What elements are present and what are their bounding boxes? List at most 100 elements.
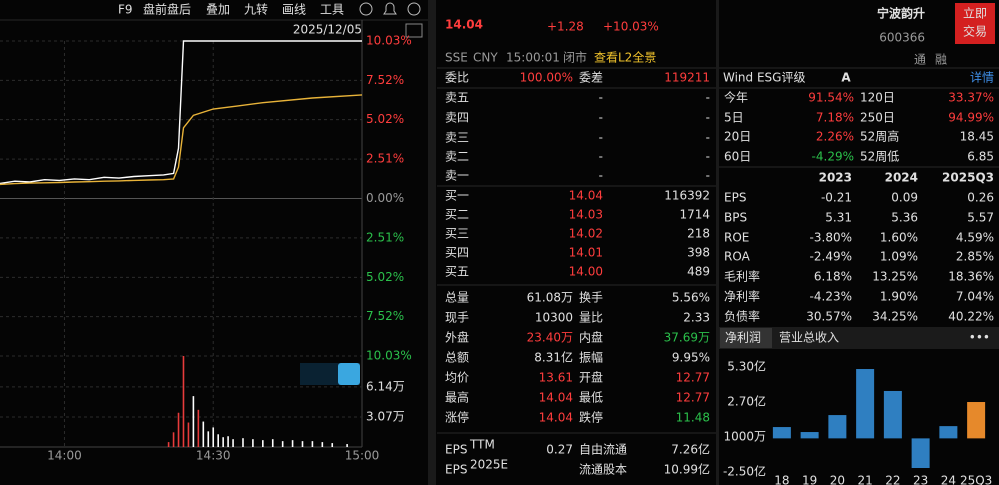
y-tick-label: 10.03% (366, 34, 412, 48)
settings-icon[interactable] (359, 2, 373, 16)
bid-price: 14.01 (569, 246, 603, 260)
bid-price: 14.02 (569, 227, 603, 241)
ask-price: - (599, 169, 603, 183)
profit-bar (883, 390, 902, 439)
stat-label: 内盘 (579, 330, 603, 345)
esg-grade: A (841, 71, 851, 85)
volume-bar (242, 438, 244, 447)
y-tick-label: 0.00% (366, 191, 404, 205)
y-tick-label: 2.51% (366, 230, 404, 244)
trade-button[interactable] (955, 3, 995, 44)
x-tick-label: 23 (913, 474, 928, 485)
volume-bar (227, 436, 229, 447)
fin-value: 1.90% (880, 290, 918, 304)
chart-date: 2025/12/05 (293, 23, 362, 37)
y-tick-label: 1000万 (723, 430, 766, 444)
close-icon[interactable] (407, 2, 421, 16)
perf-label: 52周高 (860, 129, 899, 144)
fin-value: 4.59% (956, 231, 994, 245)
more[interactable]: ••• (969, 331, 990, 345)
bid-volume: 116392 (664, 189, 710, 203)
y-tick-label: 7.52% (366, 309, 404, 323)
tab-active[interactable] (720, 328, 772, 348)
ask-volume: - (706, 131, 710, 145)
quote-meta: CNY (473, 51, 498, 65)
stat-label: 最低 (579, 391, 603, 405)
fin-label: ROE (724, 231, 749, 245)
fin-label: 毛利率 (724, 269, 760, 284)
bid-label: 买五 (445, 265, 469, 279)
toolbar-item[interactable]: 叠加 (206, 3, 230, 17)
button-text: 立即 (963, 6, 987, 21)
fin-label: BPS (724, 211, 747, 225)
fin-value: 5.31 (825, 211, 852, 225)
toolbar-item[interactable]: 工具 (320, 3, 344, 17)
profit-bar (772, 427, 791, 439)
bid-volume: 398 (687, 246, 710, 260)
toolbar-item[interactable]: 盘前盘后 (143, 2, 191, 17)
stat-value: 7.26亿 (671, 442, 710, 457)
perf-label: 今年 (724, 90, 748, 105)
volume-bar (321, 442, 324, 447)
stat-value: 11.48 (676, 411, 710, 425)
stat-value: 14.04 (539, 391, 573, 405)
stat-label: 换手 (579, 291, 603, 305)
divider (716, 0, 719, 485)
detail-link[interactable]: 详情 (970, 70, 994, 85)
volume-bar (311, 441, 314, 447)
ask-price: - (599, 150, 603, 164)
perf-value: 7.18% (816, 111, 854, 125)
profit-bar (967, 402, 986, 439)
perf-label: 5日 (724, 111, 744, 125)
ask-label: 卖三 (445, 131, 469, 145)
alert-icon[interactable] (383, 2, 397, 15)
volume-bar (177, 412, 180, 447)
toolbar-item[interactable]: 画线 (282, 3, 306, 17)
stat-value: 10.99亿 (664, 462, 710, 477)
mode-icon[interactable] (405, 23, 423, 38)
ask-label: 卖二 (445, 150, 469, 164)
ask-price: - (599, 111, 603, 125)
fin-value: 5.57 (967, 211, 994, 225)
float-icon[interactable] (338, 363, 360, 385)
fin-value: 30.57% (806, 310, 852, 324)
x-tick-label: 19 (802, 474, 817, 485)
stat-value: 12.77 (676, 391, 710, 405)
y-tick-label: 10.03% (366, 349, 412, 363)
bid-label: 买一 (445, 189, 469, 203)
volume-bar (197, 409, 200, 447)
bid-price: 14.03 (569, 208, 603, 222)
tab[interactable]: 营业总收入 (779, 331, 839, 345)
fin-header: 2024 (885, 171, 918, 185)
x-tick-label: 14:30 (196, 449, 231, 463)
stat-value: 2.33 (683, 311, 710, 325)
stat-value: 10300 (535, 311, 573, 325)
quote-meta: SSE (445, 51, 468, 65)
x-tick-label: 15:00 (345, 449, 380, 463)
l2-link[interactable]: 查看L2全景 (594, 50, 656, 65)
perf-value: -4.29% (812, 150, 854, 164)
perf-value: 91.54% (808, 91, 854, 105)
tab[interactable]: 净利润 (725, 331, 761, 345)
toolbar-item[interactable]: 九转 (244, 2, 268, 17)
perf-value: 2.26% (816, 130, 854, 144)
stat-label: 现手 (445, 311, 469, 325)
badge: 融 (935, 53, 947, 67)
ask-volume: - (706, 150, 710, 164)
stat-label: 涨停 (445, 410, 469, 425)
toolbar-item[interactable]: F9 (118, 3, 133, 17)
profit-bar (856, 369, 875, 439)
bid-volume: 489 (687, 265, 710, 279)
stat-label: 开盘 (579, 370, 603, 385)
fin-value: 18.36% (948, 270, 994, 284)
fin-value: 40.22% (948, 310, 994, 324)
fin-value: -2.49% (810, 250, 852, 264)
profit-bar (939, 426, 958, 439)
bid-volume: 1714 (679, 208, 710, 222)
bid-label: 买四 (445, 246, 469, 260)
volume-bar (232, 439, 234, 447)
stat-value: 12.77 (676, 371, 710, 385)
bid-price: 14.04 (569, 189, 603, 203)
volume-bar (182, 356, 185, 447)
